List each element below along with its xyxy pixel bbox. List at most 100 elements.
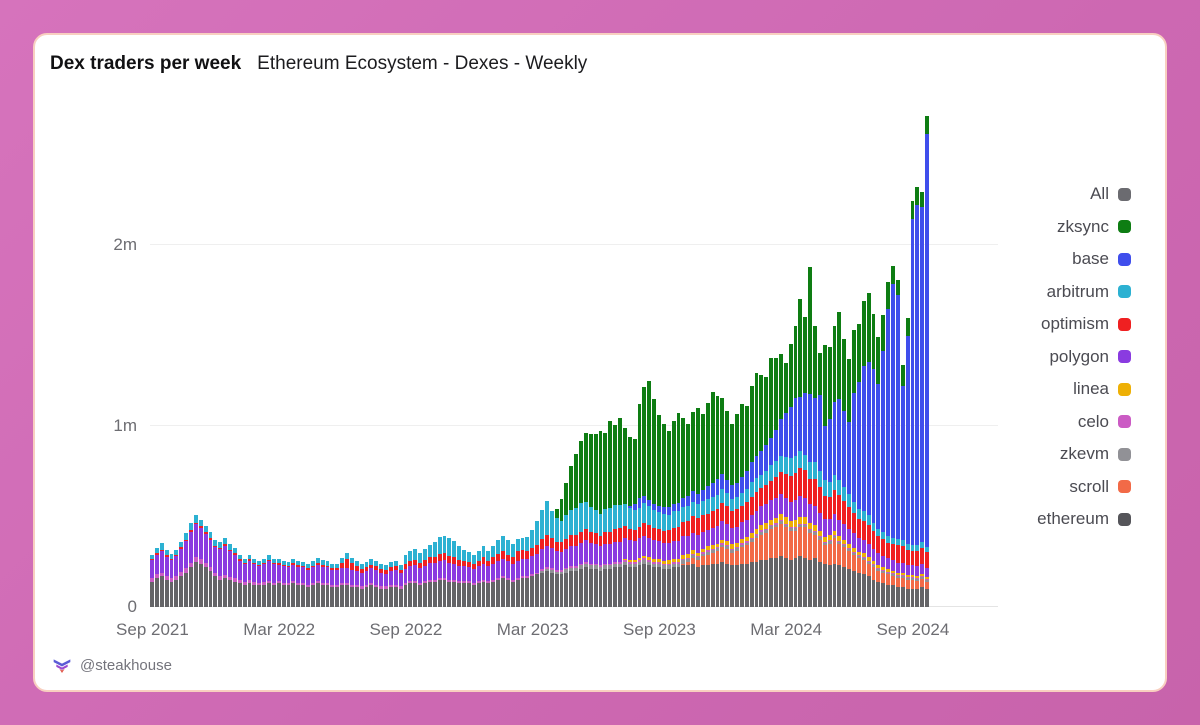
bar-week-122[interactable]: [744, 115, 749, 607]
bar-week-23[interactable]: [262, 115, 266, 607]
bar-week-128[interactable]: [774, 115, 778, 607]
bar-week-67[interactable]: [476, 115, 481, 607]
bar-week-100[interactable]: [637, 115, 642, 607]
bar-week-75[interactable]: [515, 115, 520, 607]
bar-week-96[interactable]: [618, 115, 622, 607]
bar-week-130[interactable]: [783, 115, 788, 607]
bar-week-152[interactable]: [891, 115, 895, 607]
bar-week-119[interactable]: [730, 115, 734, 607]
bar-week-139[interactable]: [827, 115, 832, 607]
bar-week-88[interactable]: [579, 115, 583, 607]
bar-week-7[interactable]: [184, 115, 188, 607]
bar-week-43[interactable]: [359, 115, 364, 607]
bar-week-56[interactable]: [423, 115, 427, 607]
bar-week-26[interactable]: [276, 115, 281, 607]
bar-week-2[interactable]: [159, 115, 164, 607]
bar-week-36[interactable]: [325, 115, 330, 607]
bar-week-102[interactable]: [647, 115, 652, 607]
bar-week-84[interactable]: [559, 115, 564, 607]
bar-week-101[interactable]: [642, 115, 647, 607]
bar-week-135[interactable]: [808, 115, 812, 607]
bar-week-111[interactable]: [691, 115, 695, 607]
bar-week-154[interactable]: [900, 115, 905, 607]
bar-week-108[interactable]: [676, 115, 681, 607]
bar-week-98[interactable]: [627, 115, 632, 607]
bar-week-18[interactable]: [237, 115, 242, 607]
legend-item-scroll[interactable]: scroll: [941, 471, 1131, 504]
bar-week-92[interactable]: [598, 115, 603, 607]
bar-week-64[interactable]: [462, 115, 466, 607]
bar-week-4[interactable]: [169, 115, 174, 607]
bar-week-31[interactable]: [301, 115, 305, 607]
bar-week-42[interactable]: [354, 115, 359, 607]
bar-week-95[interactable]: [613, 115, 617, 607]
legend-item-all[interactable]: All: [941, 178, 1131, 211]
bar-week-147[interactable]: [866, 115, 871, 607]
bar-week-113[interactable]: [700, 115, 705, 607]
bar-week-103[interactable]: [652, 115, 656, 607]
bar-week-41[interactable]: [349, 115, 354, 607]
bar-week-72[interactable]: [501, 115, 505, 607]
bar-week-21[interactable]: [252, 115, 257, 607]
bar-week-48[interactable]: [384, 115, 388, 607]
bar-week-78[interactable]: [530, 115, 535, 607]
legend-item-ethereum[interactable]: ethereum: [941, 503, 1131, 536]
bar-week-8[interactable]: [189, 115, 193, 607]
bar-week-104[interactable]: [657, 115, 661, 607]
bar-week-141[interactable]: [837, 115, 842, 607]
bar-week-57[interactable]: [427, 115, 432, 607]
bar-week-71[interactable]: [496, 115, 500, 607]
bar-week-44[interactable]: [364, 115, 369, 607]
bar-week-120[interactable]: [735, 115, 739, 607]
legend-item-base[interactable]: base: [941, 243, 1131, 276]
bar-week-20[interactable]: [247, 115, 252, 607]
bar-week-14[interactable]: [218, 115, 223, 607]
bar-week-117[interactable]: [720, 115, 725, 607]
bar-week-91[interactable]: [593, 115, 598, 607]
bar-week-144[interactable]: [852, 115, 856, 607]
bar-week-46[interactable]: [374, 115, 379, 607]
bar-week-114[interactable]: [705, 115, 710, 607]
legend-item-arbitrum[interactable]: arbitrum: [941, 276, 1131, 309]
bar-week-34[interactable]: [315, 115, 320, 607]
bar-week-63[interactable]: [457, 115, 461, 607]
bar-week-132[interactable]: [793, 115, 798, 607]
bar-week-124[interactable]: [754, 115, 759, 607]
bar-week-138[interactable]: [822, 115, 827, 607]
bar-week-13[interactable]: [213, 115, 218, 607]
bar-week-0[interactable]: [150, 115, 154, 607]
bar-week-59[interactable]: [437, 115, 442, 607]
bar-week-39[interactable]: [340, 115, 344, 607]
bar-week-148[interactable]: [871, 115, 876, 607]
bar-week-127[interactable]: [769, 115, 773, 607]
legend-item-optimism[interactable]: optimism: [941, 308, 1131, 341]
bar-week-97[interactable]: [622, 115, 627, 607]
bar-week-146[interactable]: [861, 115, 866, 607]
bar-week-15[interactable]: [223, 115, 227, 607]
bar-week-5[interactable]: [174, 115, 179, 607]
legend-item-zkevm[interactable]: zkevm: [941, 438, 1131, 471]
bar-week-123[interactable]: [749, 115, 754, 607]
bar-week-133[interactable]: [798, 115, 803, 607]
legend-item-linea[interactable]: linea: [941, 373, 1131, 406]
bar-week-145[interactable]: [856, 115, 861, 607]
bar-week-110[interactable]: [686, 115, 691, 607]
bar-week-109[interactable]: [681, 115, 686, 607]
bar-week-66[interactable]: [471, 115, 476, 607]
bar-week-90[interactable]: [588, 115, 593, 607]
bar-week-157[interactable]: [915, 115, 920, 607]
bar-week-116[interactable]: [715, 115, 720, 607]
legend-item-polygon[interactable]: polygon: [941, 341, 1131, 374]
bar-week-149[interactable]: [876, 115, 881, 607]
bar-week-69[interactable]: [486, 115, 491, 607]
bar-week-74[interactable]: [510, 115, 515, 607]
bar-week-156[interactable]: [910, 115, 915, 607]
bar-week-19[interactable]: [242, 115, 247, 607]
bar-week-121[interactable]: [739, 115, 744, 607]
bar-week-99[interactable]: [632, 115, 637, 607]
bar-week-126[interactable]: [764, 115, 769, 607]
bar-week-70[interactable]: [491, 115, 496, 607]
bar-week-12[interactable]: [208, 115, 213, 607]
bar-week-51[interactable]: [398, 115, 403, 607]
bar-week-52[interactable]: [403, 115, 408, 607]
